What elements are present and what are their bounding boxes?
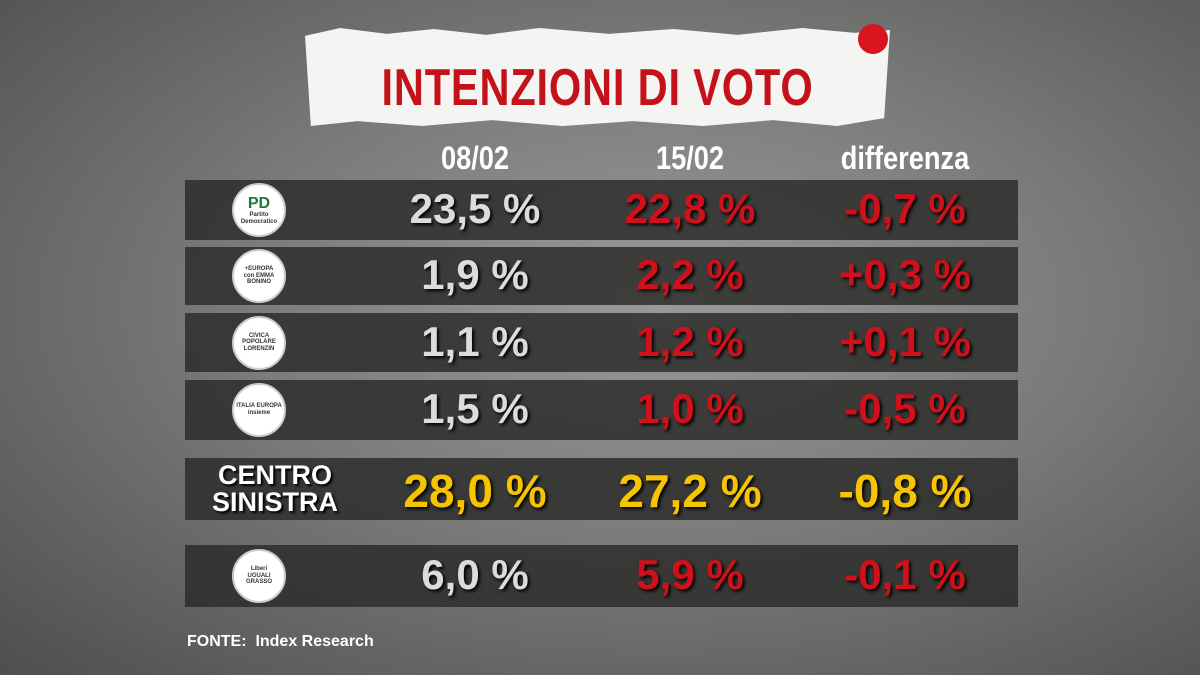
logo-text: CIVICA POPOLARE [242, 332, 276, 346]
row-label: CENTRO SINISTRA [200, 462, 350, 516]
cell-value: -0,7 % [844, 185, 966, 232]
cell-value: 1,5 % [421, 385, 529, 432]
cell-value: 23,5 % [409, 185, 541, 232]
cell-value: +0,1 % [839, 317, 971, 365]
cell-value: 28,0 % [403, 465, 547, 517]
title: INTENZIONI DI VOTO [381, 59, 814, 117]
party-logo: Liberi UGUALI GRASSO [232, 549, 286, 603]
paper-note [305, 28, 890, 126]
source: FONTE: Index Research [187, 633, 374, 651]
logo-text: insieme [247, 410, 271, 416]
logo-text: PD [247, 194, 271, 212]
row-label-line: CENTRO [218, 460, 332, 490]
row-bar [185, 313, 1018, 372]
cell-value: -0,1 % [844, 551, 966, 598]
cell-value: 2,2 % [636, 251, 744, 298]
logo-text: con EMMA BONINO [243, 272, 275, 286]
row-label-line: SINISTRA [211, 487, 338, 517]
cell-value: 1,0 % [636, 385, 744, 432]
row-bar [185, 180, 1018, 240]
cell-value: 5,9 % [636, 551, 744, 598]
row-bar [185, 545, 1018, 607]
cell-value: -0,5 % [844, 385, 966, 432]
cell-value: 27,2 % [618, 465, 762, 517]
party-logo: +EUROPA con EMMA BONINO [232, 249, 286, 303]
party-logo: ITALIA EUROPA insieme [232, 383, 286, 437]
cell-value: 1,1 % [421, 317, 529, 365]
row-bar [185, 247, 1018, 305]
row-bar [185, 380, 1018, 440]
logo-text: Liberi [250, 566, 268, 573]
cell-value: 6,0 % [421, 551, 529, 598]
row-bar [185, 458, 1018, 520]
column-header: 08/02 [440, 140, 510, 176]
logo-text: UGUALI [247, 572, 271, 579]
logo-text: Partito Democratico [240, 212, 278, 225]
cell-value: 1,2 % [636, 317, 744, 365]
logo-text: +EUROPA [244, 266, 274, 273]
logo-text: GRASSO [245, 579, 272, 586]
cell-value: 1,9 % [421, 251, 529, 298]
column-header: differenza [840, 140, 970, 176]
cell-value: 22,8 % [624, 185, 756, 232]
cell-value: -0,8 % [838, 465, 972, 517]
pin [858, 24, 888, 54]
party-logo: PD Partito Democratico [232, 183, 286, 237]
source-label: FONTE: [187, 633, 247, 650]
cell-value: +0,3 % [839, 251, 971, 298]
column-header: 15/02 [655, 140, 725, 176]
logo-text: ITALIA EUROPA [236, 403, 282, 410]
logo-text: LORENZIN [243, 345, 275, 352]
source-text: Index Research [255, 633, 374, 650]
party-logo: CIVICA POPOLARE LORENZIN [232, 315, 286, 370]
